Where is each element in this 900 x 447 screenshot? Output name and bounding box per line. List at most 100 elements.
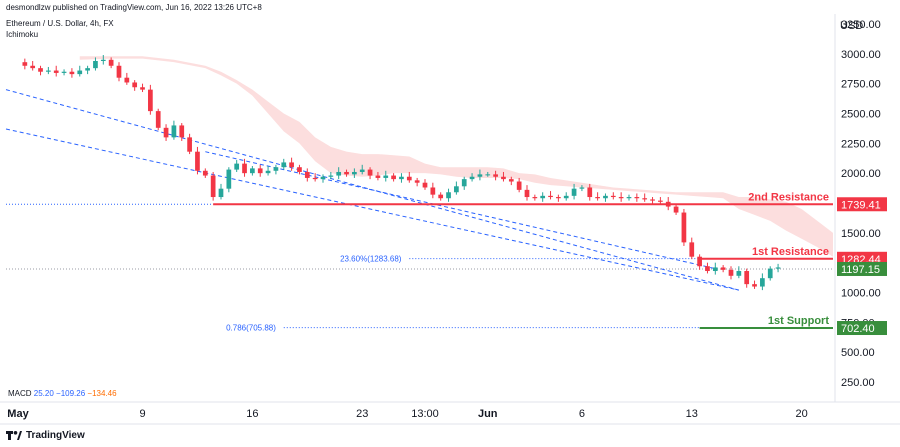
candle-body	[250, 168, 255, 174]
candle-body	[571, 188, 577, 196]
x-tick-label: 16	[246, 408, 258, 420]
candle-body	[760, 278, 765, 287]
candle-body	[100, 59, 106, 61]
candle-body	[563, 195, 569, 199]
candle-body	[69, 71, 75, 75]
x-tick-label: 20	[795, 408, 807, 420]
indicator-label[interactable]: Ichimoku	[6, 30, 39, 39]
candle-body	[304, 171, 310, 178]
y-tick-label: 250.00	[841, 377, 875, 389]
candle-body	[336, 171, 342, 176]
candle-body	[775, 267, 781, 269]
y-tick-label: 1000.00	[841, 288, 881, 300]
level-price-label: 1739.41	[841, 199, 881, 211]
candle-body	[46, 70, 51, 72]
candle-body	[650, 199, 655, 201]
y-tick-label: 2000.00	[841, 168, 881, 180]
candle-body	[226, 169, 232, 189]
candle-body	[93, 60, 98, 69]
candle-body	[391, 175, 396, 180]
candle-body	[532, 197, 538, 199]
currency-label: USD	[840, 20, 863, 32]
x-tick-label: 23	[356, 408, 368, 420]
candle-body	[328, 175, 334, 177]
candle-body	[265, 170, 271, 174]
x-tick-label: 13:00	[411, 408, 439, 420]
candle-body	[720, 267, 726, 270]
candle-body	[289, 162, 294, 168]
y-tick-label: 2500.00	[841, 109, 881, 121]
candle-body	[587, 187, 593, 198]
candle-body	[210, 175, 216, 198]
candle-body	[53, 70, 59, 73]
y-tick-label: 1500.00	[841, 228, 881, 240]
candle-body	[61, 71, 67, 73]
candle-body	[610, 195, 616, 198]
level-price-tag	[837, 197, 887, 212]
candle-body	[446, 192, 451, 199]
candle-body	[658, 200, 663, 202]
level-name: 1st Resistance	[752, 246, 829, 258]
x-tick-label: May	[7, 408, 29, 420]
x-tick-label: 9	[139, 408, 145, 420]
candle-body	[352, 171, 357, 175]
y-tick-label: 2750.00	[841, 79, 881, 91]
candle-body	[540, 195, 546, 199]
candle-body	[148, 89, 153, 112]
candle-body	[85, 68, 90, 71]
candle-body	[603, 195, 608, 199]
y-tick-label: 2250.00	[841, 138, 881, 150]
symbol-title: Ethereum / U.S. Dollar, 4h, FX	[6, 19, 114, 28]
candle-body	[438, 194, 444, 199]
y-tick-label: 500.00	[841, 347, 875, 359]
candle-body	[422, 182, 428, 188]
candle-body	[297, 167, 302, 172]
candle-body	[187, 137, 192, 152]
candle-body	[155, 111, 161, 128]
candle-body	[124, 77, 130, 83]
tradingview-brand-name: TradingView	[26, 430, 85, 441]
macd-name: MACD	[8, 389, 34, 398]
candle-body	[320, 176, 326, 180]
candle-body	[705, 266, 710, 272]
candle-body	[383, 175, 389, 178]
macd-legend: MACD 25.20 −109.26 −134.46	[8, 389, 117, 398]
candle-body	[493, 174, 498, 177]
candle-body	[179, 125, 185, 138]
candle-body	[548, 195, 553, 198]
level-price-label: 702.40	[841, 323, 875, 335]
candle-body	[626, 197, 632, 199]
candle-body	[752, 284, 757, 287]
candle-body	[477, 174, 483, 177]
candle-body	[728, 269, 734, 276]
candle-body	[414, 180, 420, 183]
candle-body	[242, 163, 247, 174]
ichimoku-cloud	[79, 56, 833, 257]
fib-level-label: 23.60%(1283.68)	[340, 255, 402, 264]
current-price-label: 1197.15	[841, 264, 880, 276]
candle-body	[579, 187, 585, 189]
candle-body	[171, 125, 177, 138]
candle-body	[508, 179, 514, 182]
candle-body	[697, 256, 702, 267]
candle-body	[195, 151, 200, 171]
candle-body	[234, 163, 240, 170]
candle-body	[595, 197, 600, 199]
candle-body	[430, 187, 436, 195]
macd-signal-value: −109.26	[56, 389, 87, 398]
tradingview-logo-icon	[6, 431, 22, 440]
x-tick-label: Jun	[478, 408, 498, 420]
candle-body	[689, 242, 695, 257]
candle-body	[712, 267, 718, 272]
tradingview-brand: TradingView	[6, 430, 85, 441]
candle-body	[257, 168, 263, 174]
level-price-tag	[837, 321, 887, 336]
y-tick-label: 3000.00	[841, 49, 881, 61]
candle-body	[38, 68, 43, 72]
candle-body	[501, 176, 506, 180]
candle-body	[461, 179, 467, 187]
fib-level-label: 0.786(705.88)	[226, 324, 276, 333]
candle-body	[22, 62, 28, 66]
candle-body	[202, 170, 208, 176]
